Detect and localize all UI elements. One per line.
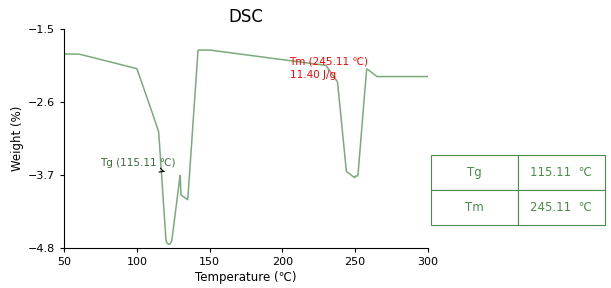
Text: Tm (245.11 ℃)
11.40 J/g: Tm (245.11 ℃) 11.40 J/g	[290, 57, 368, 80]
Title: DSC: DSC	[229, 8, 263, 26]
Text: Tg (115.11 ℃): Tg (115.11 ℃)	[100, 158, 176, 172]
X-axis label: Temperature (℃): Temperature (℃)	[195, 271, 297, 284]
Y-axis label: Weight (%): Weight (%)	[11, 106, 24, 171]
